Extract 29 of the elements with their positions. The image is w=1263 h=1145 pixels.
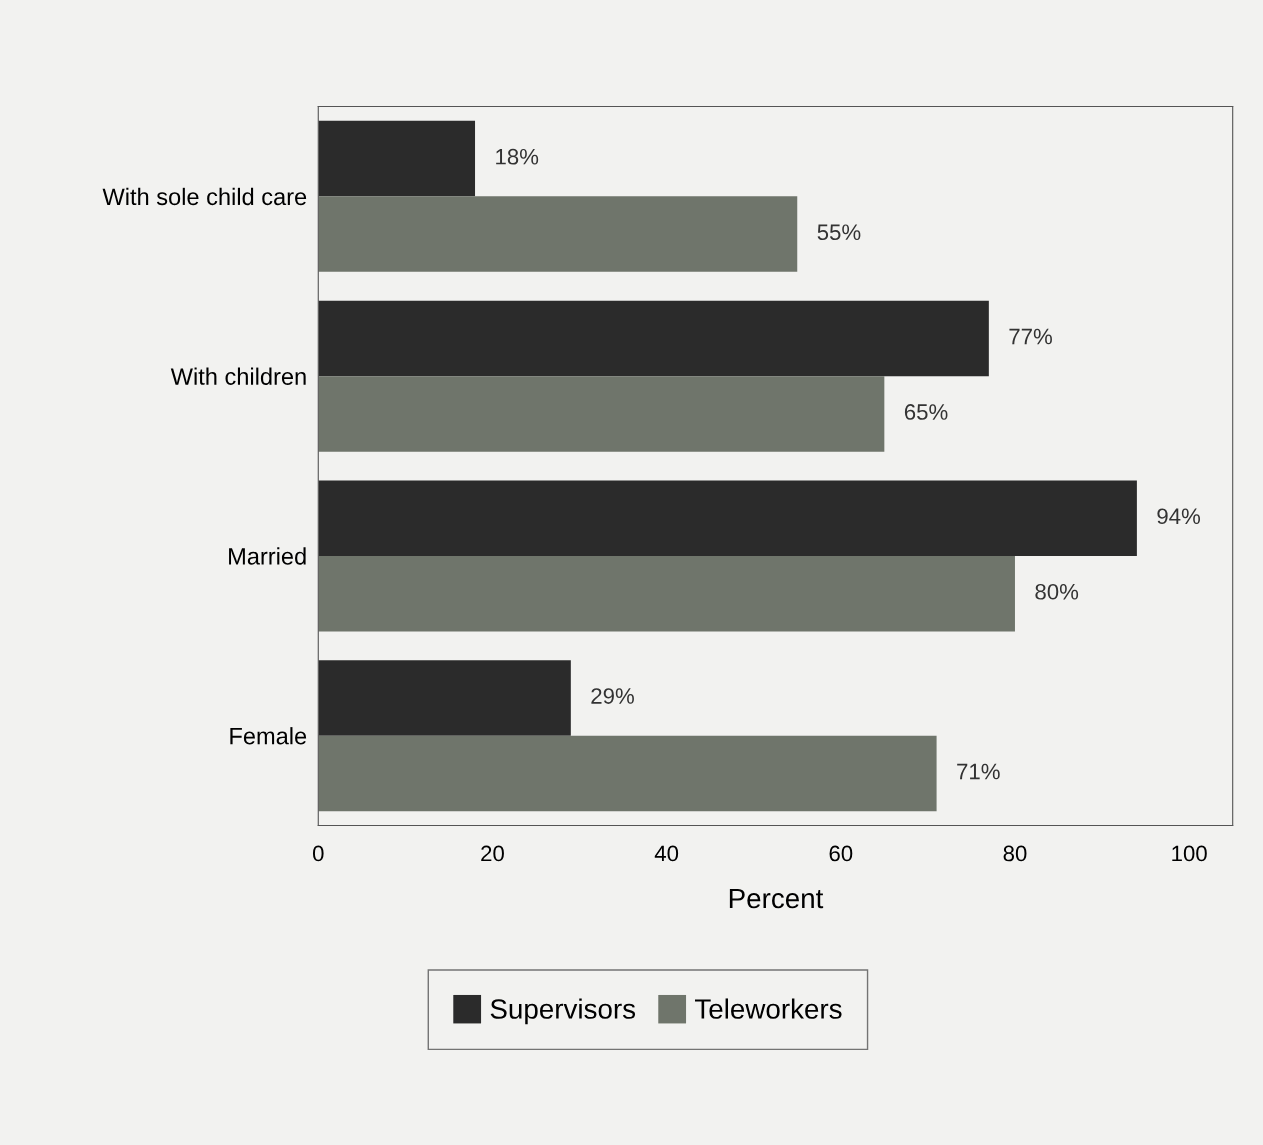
data-label: 94% xyxy=(1157,508,1201,525)
bar xyxy=(318,300,989,377)
x-axis-title: Percent xyxy=(729,888,824,909)
data-label: 18% xyxy=(496,148,539,165)
x-tick-label: 40 xyxy=(654,845,679,862)
y-tick-label: Female xyxy=(230,727,307,745)
data-label: 65% xyxy=(904,404,948,420)
data-label: 77% xyxy=(1009,328,1052,345)
y-tick-label: Married xyxy=(229,547,306,565)
bar xyxy=(318,376,885,452)
y-tick-label: With children xyxy=(170,367,306,385)
data-label: 80% xyxy=(1035,583,1079,600)
bar xyxy=(318,480,1137,556)
x-tick-label: 0 xyxy=(312,845,324,862)
legend-label: Teleworkers xyxy=(695,998,842,1019)
x-tick-label: 20 xyxy=(481,845,504,862)
bar xyxy=(318,735,937,812)
x-tick-label: 80 xyxy=(1003,845,1027,862)
x-tick-label: 60 xyxy=(829,845,853,862)
data-label: 29% xyxy=(591,688,634,704)
bar xyxy=(318,660,571,736)
bar xyxy=(318,555,1015,632)
bar xyxy=(318,120,476,197)
data-label: 55% xyxy=(817,224,861,241)
bar xyxy=(318,196,798,272)
data-label: 71% xyxy=(957,763,1000,780)
y-tick-label: With sole child care xyxy=(102,187,307,206)
x-tick-label: 100 xyxy=(1172,845,1207,862)
legend-label: Supervisors xyxy=(490,998,636,1025)
